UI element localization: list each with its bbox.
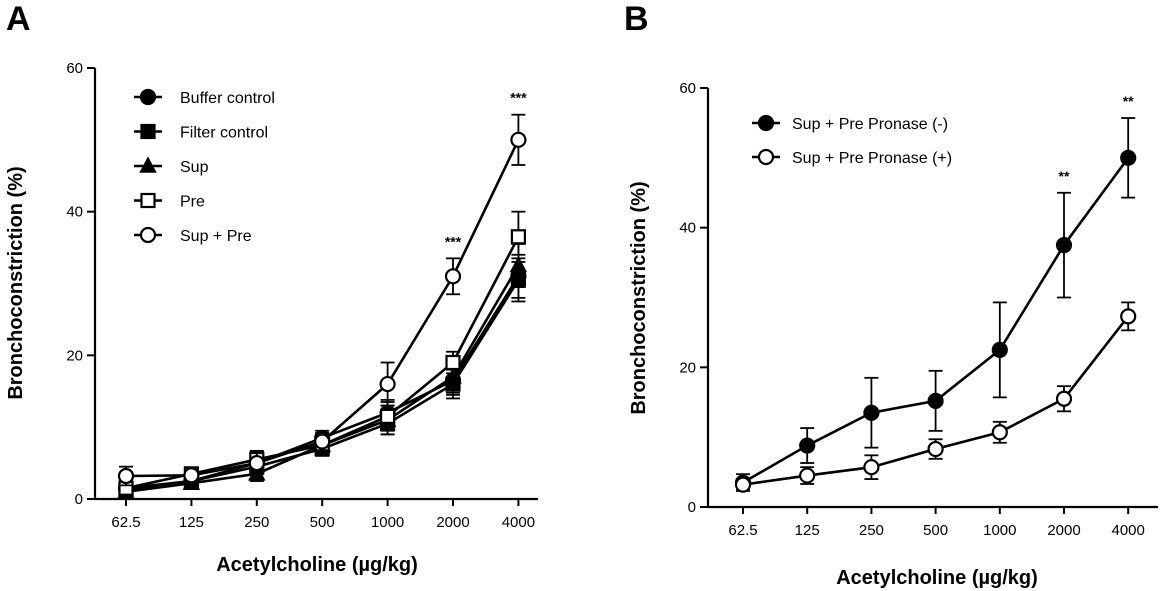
legend-label: Pre bbox=[180, 194, 205, 211]
y-tick-label: 60 bbox=[66, 60, 83, 77]
data-point bbox=[734, 476, 752, 493]
panel-label-b: B bbox=[624, 0, 649, 38]
significance-label: *** bbox=[445, 233, 462, 249]
series-b-1 bbox=[734, 301, 1137, 493]
x-tick-label: 250 bbox=[244, 514, 269, 531]
legend: Sup + Pre Pronase (-) Sup + Pre Pronase (… bbox=[752, 114, 952, 167]
x-tick-label: 2000 bbox=[1047, 522, 1080, 539]
y-tick-label: 0 bbox=[75, 491, 83, 508]
legend-label: Filter control bbox=[180, 125, 268, 142]
x-axis-title: Acetylcholine (µg/kg) bbox=[836, 567, 1038, 589]
data-point bbox=[314, 433, 331, 450]
data-point bbox=[117, 467, 135, 485]
y-tick-label: 20 bbox=[66, 347, 83, 364]
legend-marker bbox=[139, 88, 157, 106]
legend-label: Sup bbox=[180, 159, 209, 176]
chart-panel-b: 0 20 40 60 62.5 125 250 500 1000 2000 4000 Bronchoc… bbox=[628, 80, 1158, 589]
data-point bbox=[1120, 149, 1137, 166]
data-point bbox=[927, 440, 944, 458]
data-point bbox=[183, 467, 200, 484]
series-a-0 bbox=[117, 253, 527, 497]
significance-label: ** bbox=[1059, 168, 1070, 184]
series-a-1 bbox=[118, 257, 526, 498]
legend-marker bbox=[139, 226, 157, 244]
data-point bbox=[863, 404, 880, 421]
series-line bbox=[742, 157, 1130, 484]
x-tick-label: 500 bbox=[923, 522, 948, 539]
data-point bbox=[510, 229, 526, 245]
data-point bbox=[927, 392, 944, 409]
data-point bbox=[1055, 390, 1073, 407]
panel-label-a: A bbox=[6, 0, 31, 38]
x-tick-label: 250 bbox=[859, 522, 884, 539]
x-tick-label: 62.5 bbox=[728, 522, 757, 539]
series-line bbox=[125, 139, 520, 478]
x-tick-label: 500 bbox=[310, 514, 335, 531]
series-b-0 bbox=[734, 117, 1137, 492]
significance-label: *** bbox=[510, 90, 527, 106]
data-point bbox=[799, 437, 816, 454]
chart-panel-a: 0 20 40 60 62.5 125 250 500 1000 2000 4000 Bronchoc… bbox=[5, 60, 538, 576]
data-point bbox=[248, 454, 265, 472]
data-point bbox=[380, 408, 396, 424]
y-tick-label: 20 bbox=[679, 359, 696, 376]
data-point bbox=[445, 354, 461, 371]
data-point bbox=[444, 367, 462, 384]
x-tick-label: 62.5 bbox=[111, 514, 140, 531]
legend-marker bbox=[140, 123, 156, 140]
legend-marker bbox=[757, 148, 775, 166]
legend-label: Sup + Pre Pronase (-) bbox=[792, 116, 948, 133]
data-point bbox=[991, 341, 1008, 358]
data-point bbox=[991, 424, 1008, 441]
x-axis-title: Acetylcholine (µg/kg) bbox=[216, 554, 418, 576]
legend-marker bbox=[757, 114, 775, 132]
series-a-4 bbox=[117, 113, 527, 487]
x-tick-label: 1000 bbox=[371, 514, 404, 531]
significance-label: ** bbox=[1123, 93, 1134, 109]
y-tick-label: 60 bbox=[679, 80, 696, 97]
data-point bbox=[510, 131, 527, 148]
series-a-2 bbox=[117, 243, 528, 499]
legend-label: Sup + Pre bbox=[180, 228, 252, 245]
data-point bbox=[863, 459, 880, 476]
data-point bbox=[799, 467, 816, 484]
legend-marker bbox=[140, 192, 156, 209]
y-tick-label: 0 bbox=[688, 499, 696, 516]
y-tick-label: 40 bbox=[66, 204, 83, 221]
legend: Buffer control Filter control Sup Pre Sup + … bbox=[134, 88, 275, 245]
legend-marker bbox=[139, 156, 157, 173]
x-tick-label: 1000 bbox=[983, 522, 1016, 539]
x-tick-label: 4000 bbox=[502, 514, 535, 531]
x-tick-label: 2000 bbox=[436, 514, 469, 531]
y-axis-title: Bronchoconstriction (%) bbox=[5, 166, 27, 399]
x-tick-label: 4000 bbox=[1112, 522, 1145, 539]
data-point bbox=[1055, 237, 1073, 254]
x-tick-label: 125 bbox=[179, 514, 204, 531]
y-tick-label: 40 bbox=[679, 220, 696, 237]
y-axis-title: Bronchoconstriction (%) bbox=[628, 181, 650, 414]
legend-label: Sup + Pre Pronase (+) bbox=[792, 150, 952, 167]
data-point bbox=[444, 268, 462, 285]
data-point bbox=[1120, 308, 1137, 325]
x-tick-label: 125 bbox=[795, 522, 820, 539]
data-point bbox=[379, 375, 396, 393]
legend-label: Buffer control bbox=[180, 90, 275, 107]
data-point bbox=[509, 255, 528, 273]
